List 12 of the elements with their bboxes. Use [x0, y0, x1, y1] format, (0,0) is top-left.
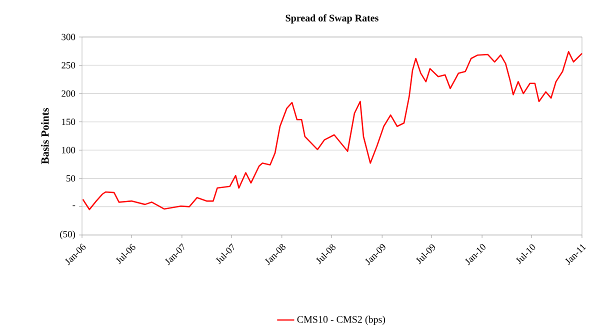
y-axis-title: Basis Points [41, 108, 49, 164]
y-tick-label: 150 [62, 118, 76, 126]
y-tick-label: 300 [62, 34, 76, 40]
y-tick-label: 250 [62, 62, 76, 68]
y-tick-label: 50 [66, 175, 76, 182]
y-tick-label: 100 [62, 146, 76, 154]
y-tick-label: (50) [60, 230, 76, 240]
line-series [82, 51, 583, 210]
chart-title: Spread of Swap Rates [286, 14, 378, 24]
y-tick-label: 200 [62, 90, 76, 97]
y-tick-label: - [72, 205, 76, 206]
legend-label: CMS10 - CMS2 (bps) [297, 316, 386, 325]
